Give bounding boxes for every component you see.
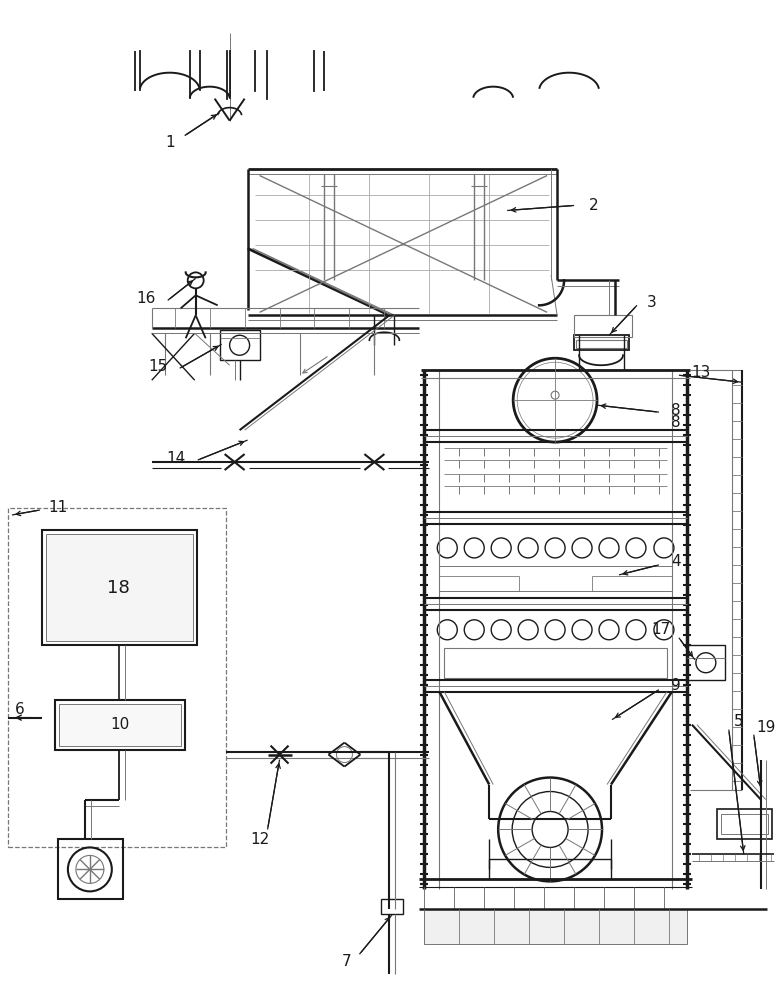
Text: 11: 11 (48, 500, 67, 515)
Text: 1: 1 (165, 135, 174, 150)
Bar (574, 335, 629, 350)
Text: 13: 13 (691, 365, 710, 380)
Text: 17: 17 (652, 622, 671, 637)
Text: 9: 9 (671, 678, 681, 693)
Text: 4: 4 (671, 554, 681, 569)
Text: 16: 16 (136, 291, 156, 306)
Bar (717, 809, 772, 839)
Bar (574, 315, 632, 337)
Text: 3: 3 (647, 295, 657, 310)
Bar (55, 700, 185, 750)
Text: 7: 7 (342, 954, 351, 969)
Bar (220, 330, 259, 360)
Text: 12: 12 (250, 832, 270, 847)
Bar (425, 909, 687, 944)
Bar (439, 566, 672, 591)
Bar (58, 839, 123, 899)
Text: 5: 5 (734, 714, 743, 729)
Bar (576, 340, 627, 348)
Text: 14: 14 (167, 451, 185, 466)
Bar (42, 530, 196, 645)
Bar (444, 648, 667, 678)
Bar (46, 534, 192, 641)
Bar (439, 576, 519, 591)
Text: 10: 10 (110, 717, 129, 732)
Text: 8: 8 (671, 403, 681, 418)
Text: 8: 8 (671, 415, 681, 430)
Bar (489, 859, 611, 879)
Text: 18: 18 (108, 579, 130, 597)
Text: 15: 15 (149, 359, 167, 374)
Bar (59, 704, 181, 746)
Bar (592, 576, 672, 591)
Text: 19: 19 (756, 720, 776, 735)
Bar (8, 508, 226, 847)
Text: 6: 6 (15, 702, 25, 717)
Bar (687, 645, 724, 680)
Bar (721, 814, 768, 834)
Bar (382, 899, 404, 914)
Text: 2: 2 (589, 198, 599, 213)
